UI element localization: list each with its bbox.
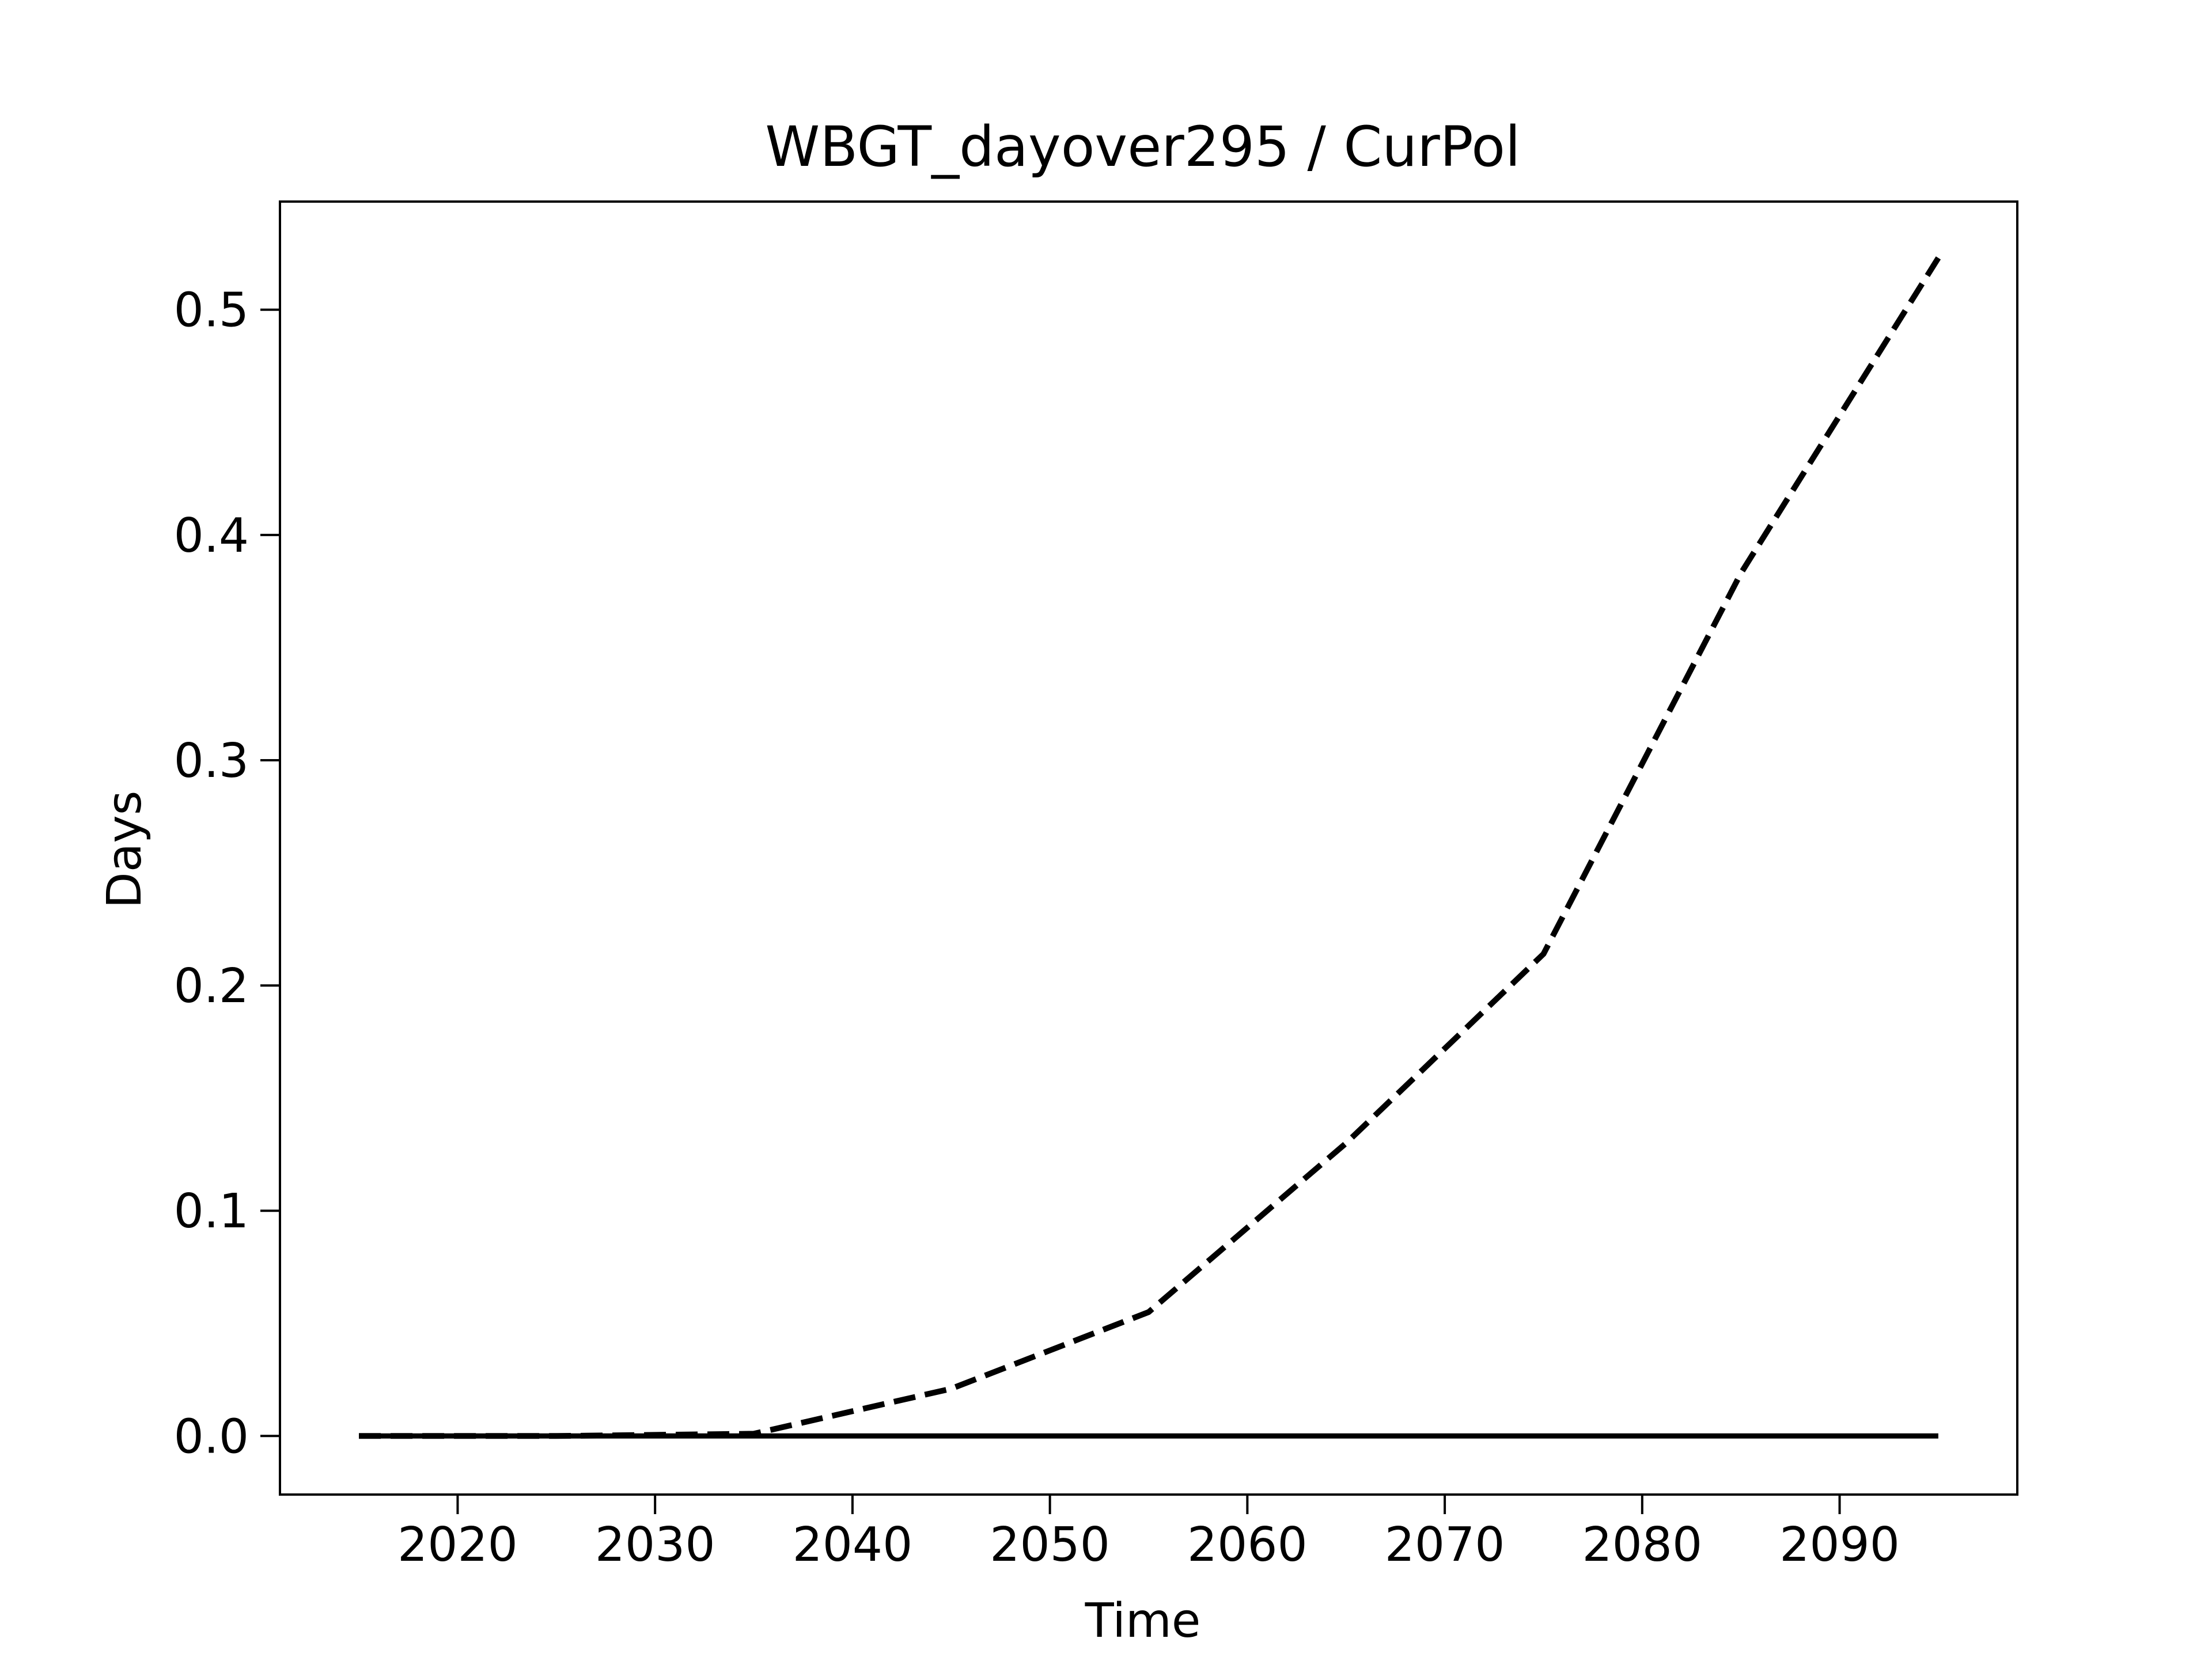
- y-axis-label: Days: [97, 791, 152, 909]
- x-tick-label-2070: 2070: [1385, 1518, 1505, 1572]
- plot-area: 2020 2030 2040 2050 2060 2070 2080 2090 0.0 0.1 0.…: [174, 200, 2018, 1572]
- x-tick-label-2030: 2030: [595, 1518, 715, 1572]
- y-tick-label-0.4: 0.4: [174, 509, 249, 563]
- y-tick-label-0.2: 0.2: [174, 959, 249, 1014]
- y-tick-label-0.3: 0.3: [174, 734, 249, 788]
- plot-frame: [279, 200, 2018, 1496]
- x-tick-label-2090: 2090: [1779, 1518, 1900, 1572]
- x-axis-label: Time: [1085, 1594, 1201, 1648]
- y-tick-label-0.0: 0.0: [174, 1409, 249, 1464]
- x-tick-label-2080: 2080: [1582, 1518, 1702, 1572]
- y-tick-label-0.5: 0.5: [174, 283, 249, 338]
- chart-title: WBGT_dayover295 / CurPol: [765, 115, 1520, 179]
- x-tick-label-2020: 2020: [397, 1518, 518, 1572]
- x-tick-label-2040: 2040: [793, 1518, 913, 1572]
- x-tick-label-2050: 2050: [990, 1518, 1110, 1572]
- x-tick-label-2060: 2060: [1187, 1518, 1308, 1572]
- y-tick-label-0.1: 0.1: [174, 1184, 249, 1239]
